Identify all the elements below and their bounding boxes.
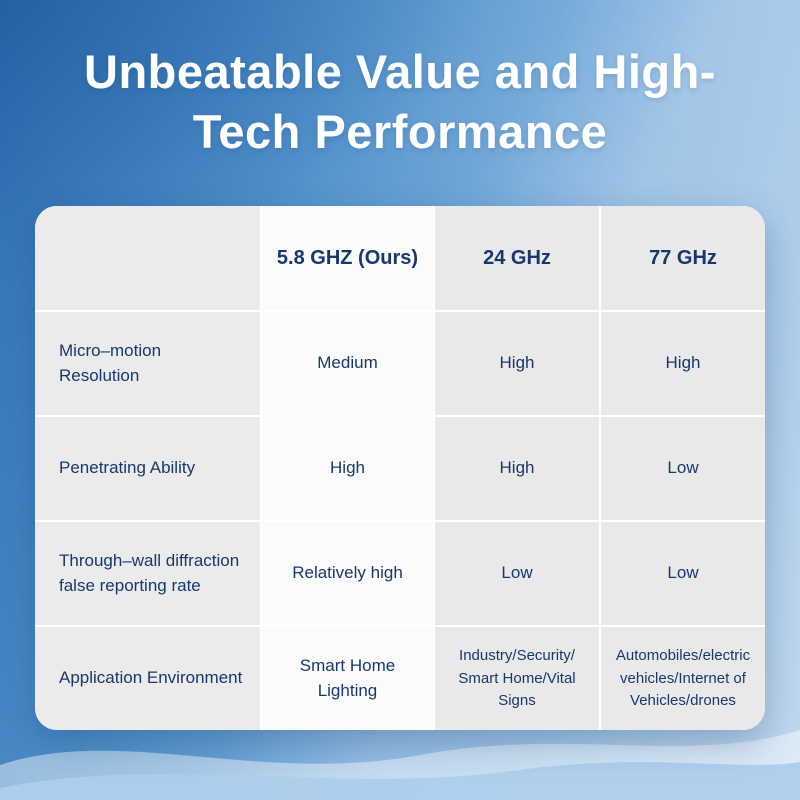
cell-diffraction-ours: Relatively high xyxy=(262,522,433,626)
cell-micro-motion-ours: Medium xyxy=(262,312,433,416)
cell-micro-motion-24ghz: High xyxy=(435,312,599,416)
cell-application-ours: Smart Home Lighting xyxy=(262,627,433,731)
page-title: Unbeatable Value and High- Tech Performa… xyxy=(30,42,770,162)
cell-diffraction-24ghz: Low xyxy=(435,522,599,626)
header-cell-77ghz: 77 GHz xyxy=(601,206,765,311)
cell-micro-motion-77ghz: High xyxy=(601,312,765,416)
row-label-through-wall-diffraction: Through–wall diffraction false reporting… xyxy=(35,522,260,626)
cell-penetrating-ours: High xyxy=(262,417,433,521)
comparison-table: 5.8 GHZ (Ours) 24 GHz 77 GHz Micro–motio… xyxy=(35,206,765,731)
header-cell-empty xyxy=(35,206,260,311)
page-title-line1: Unbeatable Value and High- xyxy=(84,45,716,98)
cell-application-24ghz: Industry/Security/ Smart Home/Vital Sign… xyxy=(435,627,599,731)
row-label-penetrating-ability: Penetrating Ability xyxy=(35,417,260,521)
cell-application-77ghz: Automobiles/electric vehicles/Internet o… xyxy=(601,627,765,731)
header-cell-24ghz: 24 GHz xyxy=(435,206,599,311)
cell-penetrating-77ghz: Low xyxy=(601,417,765,521)
row-label-micro-motion-resolution: Micro–motion Resolution xyxy=(35,312,260,416)
cell-penetrating-24ghz: High xyxy=(435,417,599,521)
header-cell-ours: 5.8 GHZ (Ours) xyxy=(262,206,433,311)
page-title-line2: Tech Performance xyxy=(192,105,608,159)
cell-diffraction-77ghz: Low xyxy=(601,522,765,626)
row-label-application-environment: Application Environment xyxy=(35,627,260,731)
